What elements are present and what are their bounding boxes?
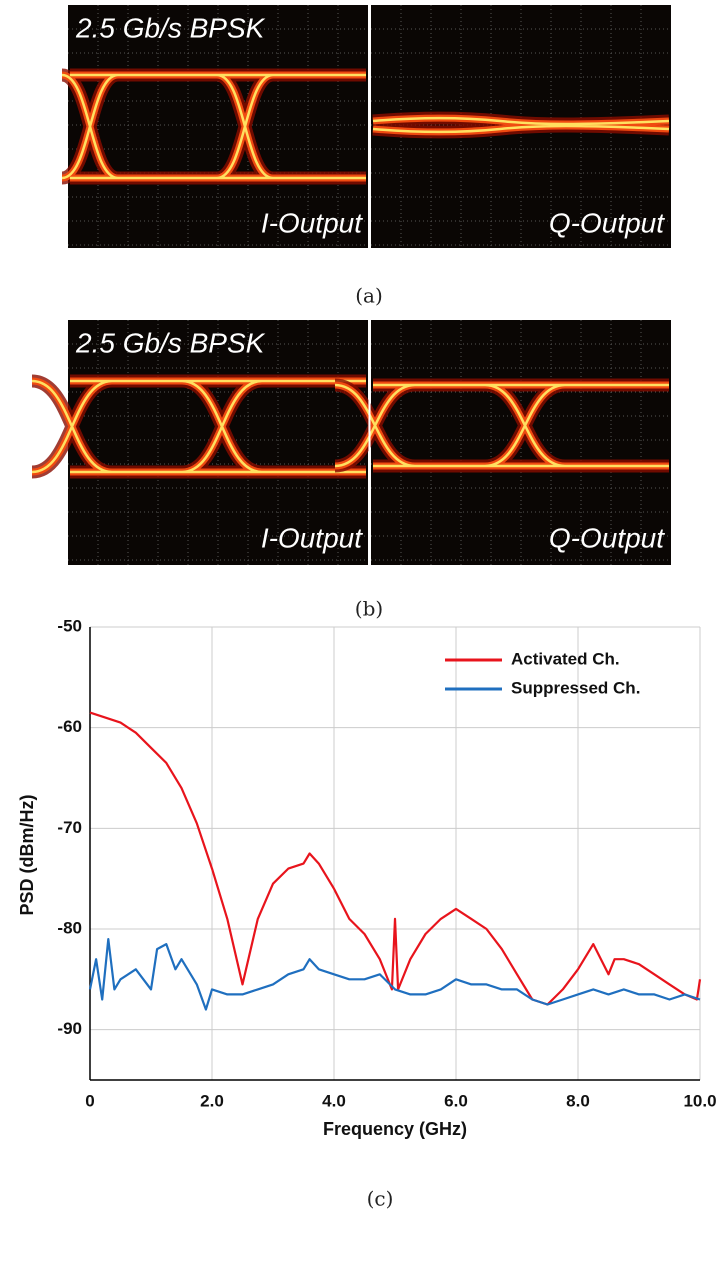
eye-diagrams <box>31 5 671 565</box>
x-tick-label: 0 <box>85 1091 94 1110</box>
x-tick-label: 10.0 <box>683 1091 716 1110</box>
y-axis-title: PSD (dBm/Hz) <box>17 794 37 915</box>
x-axis-title: Frequency (GHz) <box>323 1119 467 1139</box>
eye-trace <box>372 116 670 134</box>
caption: (b) <box>355 597 383 621</box>
x-tick-label: 4.0 <box>322 1091 346 1110</box>
eye-label: I-Output <box>261 522 363 553</box>
y-tick-label: -50 <box>57 616 82 635</box>
legend-label: Activated Ch. <box>511 649 620 668</box>
caption: (a) <box>355 284 383 308</box>
x-tick-label: 2.0 <box>200 1091 224 1110</box>
y-tick-label: -80 <box>57 918 82 937</box>
legend-label: Suppressed Ch. <box>511 678 640 697</box>
y-tick-label: -90 <box>57 1019 82 1038</box>
eye-label: Q-Output <box>549 522 665 553</box>
eye-trace <box>334 383 669 468</box>
eye-trace <box>31 379 366 474</box>
eye-trace <box>61 73 366 180</box>
eye-label: Q-Output <box>549 207 665 238</box>
caption: (c) <box>367 1187 394 1211</box>
y-tick-label: -70 <box>57 818 82 837</box>
eye-title: 2.5 Gb/s BPSK <box>75 327 266 358</box>
eye-label: I-Output <box>261 207 363 238</box>
series-line <box>89 711 702 1006</box>
eye-title: 2.5 Gb/s BPSK <box>75 12 266 43</box>
x-tick-label: 8.0 <box>566 1091 590 1110</box>
x-tick-label: 6.0 <box>444 1091 468 1110</box>
series-line <box>88 938 701 1011</box>
y-tick-label: -60 <box>57 717 82 736</box>
